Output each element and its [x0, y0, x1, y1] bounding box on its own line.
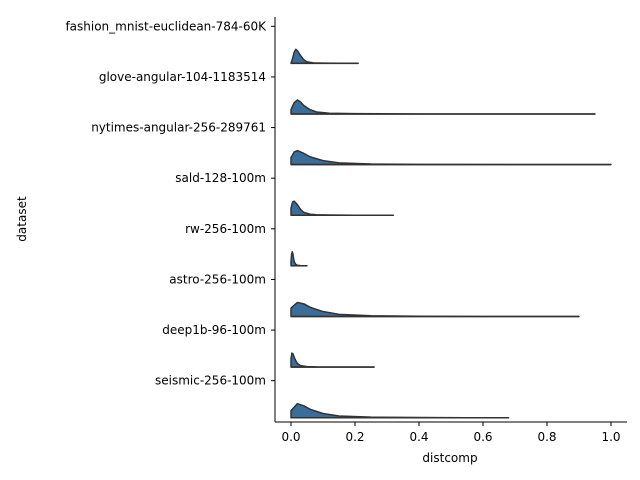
x-axis: 0.0 0.2 0.4 0.6 0.8 1.0: [275, 421, 627, 444]
y-tick-label: rw-256-100m: [185, 222, 266, 236]
y-tick-label: fashion_mnist-euclidean-784-60K: [65, 19, 267, 33]
x-tick-label: 0.0: [281, 430, 300, 444]
plot-area: [290, 48, 612, 419]
violin-6: [290, 352, 375, 368]
violin-shape: [290, 352, 375, 368]
violin-shape: [290, 200, 395, 216]
violin-2: [290, 149, 612, 166]
violin-3: [290, 200, 395, 216]
x-tick-label: 0.4: [409, 430, 428, 444]
y-tick-label: sald-128-100m: [175, 171, 266, 185]
violin-1: [290, 99, 596, 115]
x-tick-label: 0.2: [345, 430, 364, 444]
x-tick-label: 0.8: [537, 430, 556, 444]
x-axis-label: distcomp: [422, 451, 477, 465]
y-tick-label: glove-angular-104-1183514: [99, 70, 266, 84]
x-tick-label: 1.0: [601, 430, 620, 444]
violin-7: [290, 402, 510, 419]
violin-shape: [290, 99, 596, 115]
y-axis: fashion_mnist-euclidean-784-60K glove-ang…: [65, 17, 276, 422]
y-tick-label: nytimes-angular-256-289761: [91, 121, 266, 135]
violin-5: [290, 301, 580, 318]
violin-shape: [290, 402, 510, 419]
y-axis-label: dataset: [15, 196, 29, 242]
violin-shape: [290, 251, 308, 267]
violin-shape: [290, 48, 359, 65]
y-tick-label: seismic-256-100m: [155, 374, 266, 388]
y-tick-label: deep1b-96-100m: [162, 323, 266, 337]
violin-shape: [290, 149, 612, 166]
violin-4: [290, 251, 308, 267]
violin-shape: [290, 301, 580, 318]
x-tick-label: 0.6: [473, 430, 492, 444]
y-tick-label: astro-256-100m: [169, 272, 266, 286]
violin-0: [290, 48, 359, 65]
